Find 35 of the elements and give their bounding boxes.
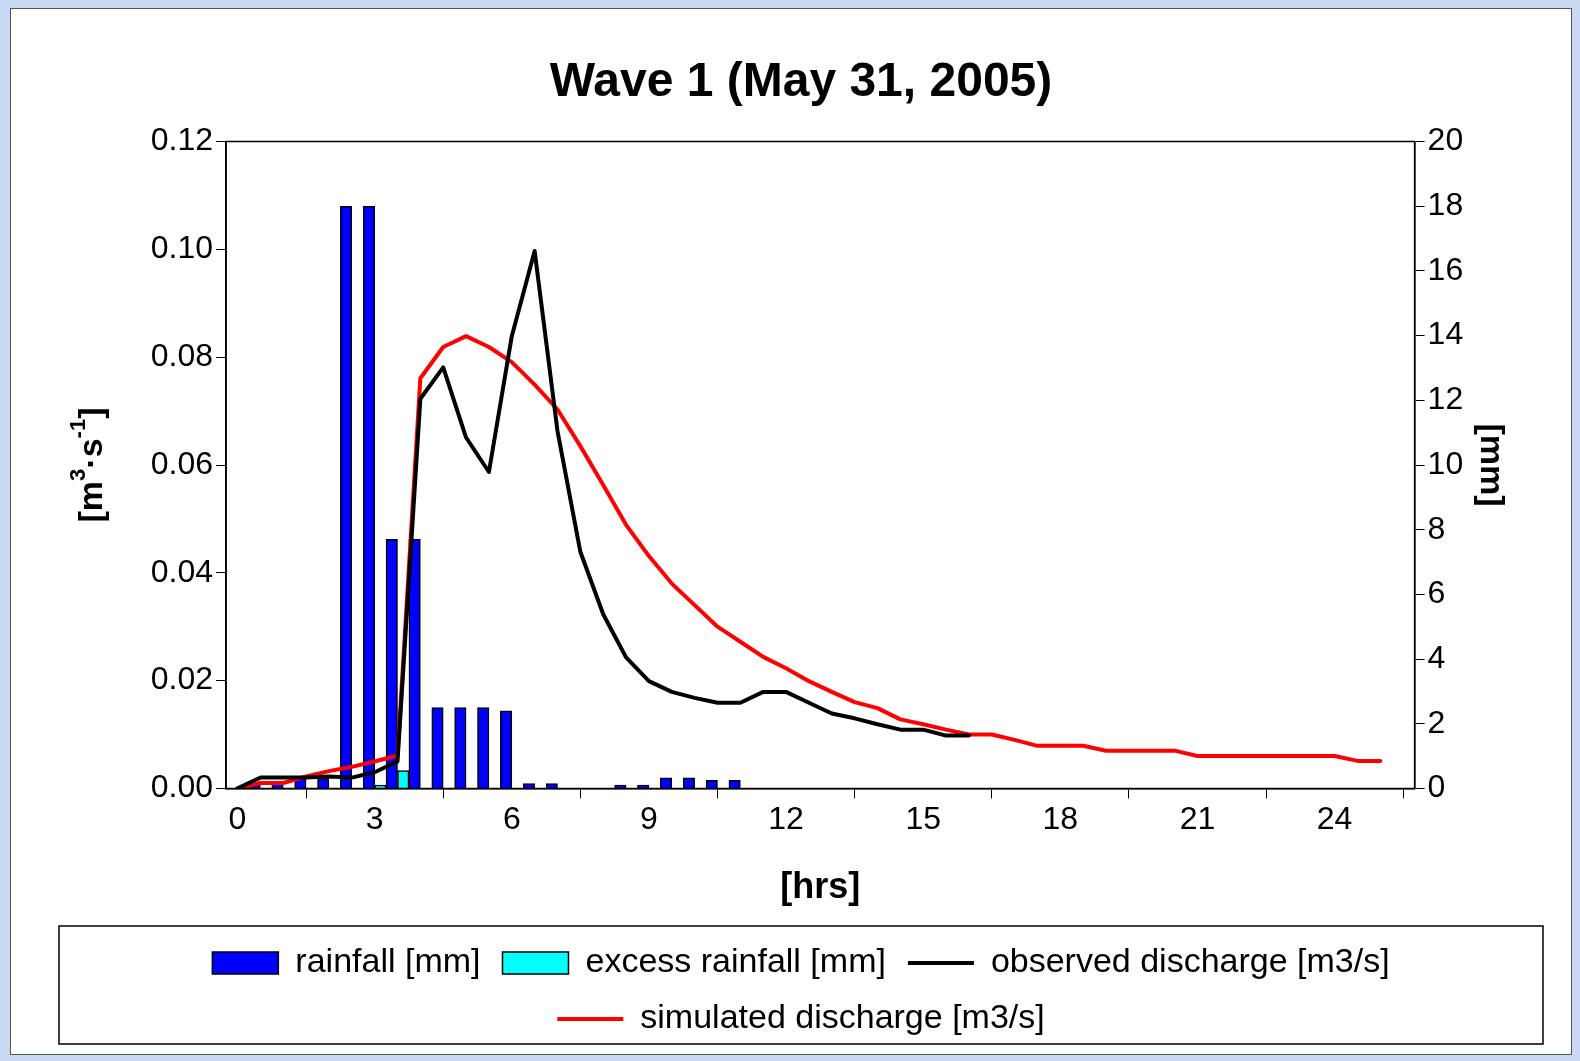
y2-tick-label: 2: [1427, 703, 1446, 740]
y-tick-label: 0.10: [150, 229, 214, 266]
x-tick-label: 12: [768, 800, 804, 837]
x-tick-label: 6: [502, 800, 521, 837]
y-tick-label: 0.02: [150, 660, 214, 697]
x-tick-label: 9: [640, 800, 658, 837]
y2-tick-label: 14: [1427, 315, 1464, 352]
y-axis-title: [m3·s-1]: [65, 407, 110, 523]
y2-tick-label: 12: [1427, 380, 1464, 417]
x-tick-label: 18: [1042, 800, 1079, 837]
x-axis-title: [hrs]: [780, 865, 861, 907]
y-tick-label: 0.04: [150, 552, 214, 589]
y-tick-label: 0.08: [150, 337, 214, 374]
x-tick-label: 24: [1316, 800, 1353, 837]
x-tick-label: 15: [905, 800, 941, 837]
y2-tick-label: 16: [1427, 250, 1464, 287]
x-tick-label: 21: [1179, 800, 1216, 837]
y-tick-label: 0.06: [150, 444, 214, 481]
x-tick-label: 3: [365, 800, 384, 837]
y-tick-label: 0.12: [150, 121, 214, 158]
y2-tick-label: 20: [1427, 121, 1464, 158]
y2-tick-label: 10: [1427, 444, 1464, 481]
x-tick-label: 0: [228, 800, 247, 837]
y-tick-label: 0.00: [150, 768, 214, 805]
legend-label: rainfall [mm]: [295, 941, 481, 980]
y2-axis-title: [mm]: [1474, 423, 1513, 507]
y2-tick-label: 6: [1427, 574, 1446, 611]
y2-tick-label: 18: [1427, 186, 1464, 223]
chart-title: Wave 1 (May 31, 2005): [549, 53, 1053, 107]
y2-tick-label: 0: [1427, 768, 1446, 805]
legend-label: simulated discharge [m3/s]: [640, 997, 1045, 1036]
legend-label: observed discharge [m3/s]: [990, 941, 1390, 980]
y2-tick-label: 8: [1427, 509, 1446, 546]
y2-tick-label: 4: [1427, 638, 1446, 675]
legend-label: excess rainfall [mm]: [585, 941, 886, 980]
